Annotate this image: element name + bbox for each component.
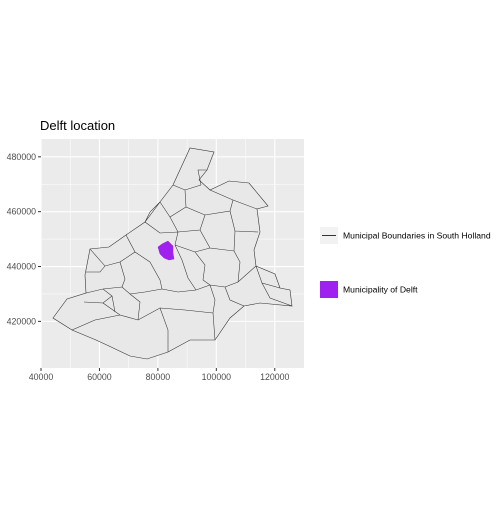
y-axis: 420000 440000 460000 480000 — [7, 152, 41, 326]
legend-label-boundaries: Municipal Boundaries in South Holland — [343, 231, 491, 241]
x-tick-label: 100000 — [202, 372, 231, 382]
legend-label-delft: Municipality of Delft — [343, 285, 418, 295]
chart-title: Delft location — [40, 118, 115, 133]
y-tick-label: 440000 — [7, 262, 36, 272]
municipal-boundaries — [71, 169, 293, 352]
y-tick-label: 460000 — [7, 207, 36, 217]
legend-key-delft — [320, 281, 338, 298]
delft-polygon — [157, 240, 175, 261]
legend: Municipal Boundaries in South Holland Mu… — [320, 227, 491, 298]
y-tick-label: 480000 — [7, 152, 36, 162]
x-tick-label: 120000 — [260, 372, 289, 382]
x-tick-label: 60000 — [87, 372, 112, 382]
x-tick-label: 40000 — [29, 372, 54, 382]
axes: 40000 60000 80000 100000 120000 420000 440000… — [7, 152, 290, 382]
y-tick-label: 420000 — [7, 316, 36, 326]
x-tick-label: 80000 — [146, 372, 171, 382]
x-axis: 40000 60000 80000 100000 120000 — [29, 368, 290, 382]
delft-municipality — [157, 240, 175, 261]
